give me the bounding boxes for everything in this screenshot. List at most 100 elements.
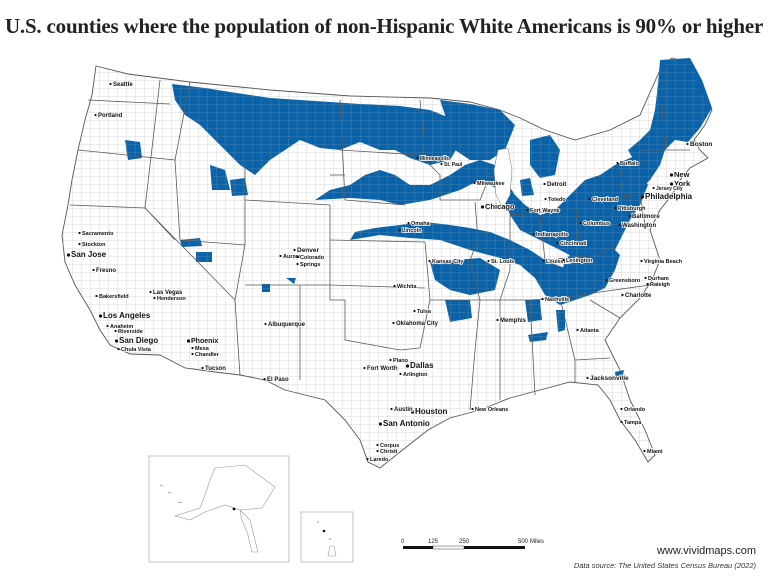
city-label: Seattle [113,82,133,88]
city-label: Washington [622,223,656,229]
city-label: York [674,179,691,188]
city-marker [605,278,608,282]
svg-text:125: 125 [428,539,439,545]
city-marker [471,407,474,411]
city-marker [296,262,299,266]
city-marker [186,339,191,343]
city-label: Kansas City [432,259,464,265]
city-label: Houston [415,407,448,416]
city-label: New Orleans [475,407,508,413]
city-marker [646,282,649,286]
city-label: Fresno [96,268,116,274]
city-label: Atlanta [580,328,600,334]
city-label: Denver [297,247,320,254]
city-label: Indianapolis [536,232,568,238]
city-marker [669,182,674,186]
city-label: Omaha [411,221,431,227]
city-marker [191,346,194,350]
city-label: Portland [98,113,123,119]
city-marker [496,318,499,322]
city-label: Chula Vista [121,347,152,353]
city-marker [640,195,645,199]
city-marker [640,259,643,263]
city-label: Fort Worth [367,366,398,372]
city-marker [114,329,117,333]
city-label: Corpus [380,443,399,449]
city-label: Pittsburgh [618,206,646,212]
city-marker [620,407,623,411]
city-label: Minneapolis [420,156,449,162]
county-borders [62,58,712,468]
city-marker [413,309,416,313]
city-marker [78,242,81,246]
city-label: Jersey City [656,186,683,192]
city-marker [363,366,366,370]
city-marker [588,197,591,201]
city-marker [390,407,393,411]
city-marker [579,221,582,225]
city-marker [541,297,544,301]
city-marker [586,376,589,380]
city-label: Tampa [624,420,642,426]
city-label: Anaheim [110,324,133,330]
city-marker [644,276,647,280]
data-source-note: Data source: The United States Census Bu… [573,561,756,570]
city-marker [652,186,655,190]
city-label: Miami [647,449,663,455]
city-marker [191,352,194,356]
city-label: New [674,170,690,179]
city-marker [620,420,623,424]
city-label: Buffalo [620,161,640,167]
city-marker [117,347,120,351]
city-label: Riverside [118,329,143,335]
city-label: Christi [380,449,398,455]
city-label: San Diego [119,336,158,345]
city-label: Baltimore [632,214,660,220]
map-title: U.S. counties where the population of no… [4,14,764,38]
city-marker [428,259,431,263]
city-marker [410,410,415,414]
website-credit: www.vividmaps.com [656,545,756,557]
city-label: Mesa [195,346,210,352]
city-label: Albuquerque [268,322,306,328]
city-label: Henderson [157,296,186,302]
city-marker [562,258,565,262]
city-label: Philadelphia [645,192,693,201]
city-marker [398,228,401,232]
city-labels: Seattle Portland Sacramento Stockton San Jos… [66,81,713,464]
city-label: Lexington [566,258,593,264]
svg-text:500: 500 [518,539,529,545]
city-label: Austin [394,407,413,413]
city-label: Cincinnati [560,241,587,247]
city-marker [532,232,535,236]
city-label: Cleveland [592,197,618,203]
city-marker [296,255,299,259]
city-label: Las Vegas [153,290,183,296]
city-marker [405,364,410,368]
city-marker [526,208,529,212]
city-marker [376,443,379,447]
city-label: Springs [300,262,320,268]
city-label: Jacksonville [590,375,629,382]
city-label: Colorado [300,255,325,261]
city-label: St. Paul [444,162,463,168]
city-marker [153,296,156,300]
city-marker [293,248,296,252]
city-label: Tucson [205,366,226,372]
city-marker [543,182,546,186]
city-label: St. Louis [491,259,514,265]
city-marker [392,321,395,325]
lake-michigan [493,147,513,209]
city-label: Detroit [547,182,566,188]
city-marker [618,223,621,227]
city-marker [416,156,419,160]
city-label: Sacramento [82,231,114,237]
city-marker [480,205,485,209]
city-label: Arlington [403,372,428,378]
svg-text:250: 250 [459,539,470,545]
city-marker [149,290,152,294]
city-marker [407,221,410,225]
city-marker [378,422,383,426]
city-label: Wichita [397,284,417,290]
